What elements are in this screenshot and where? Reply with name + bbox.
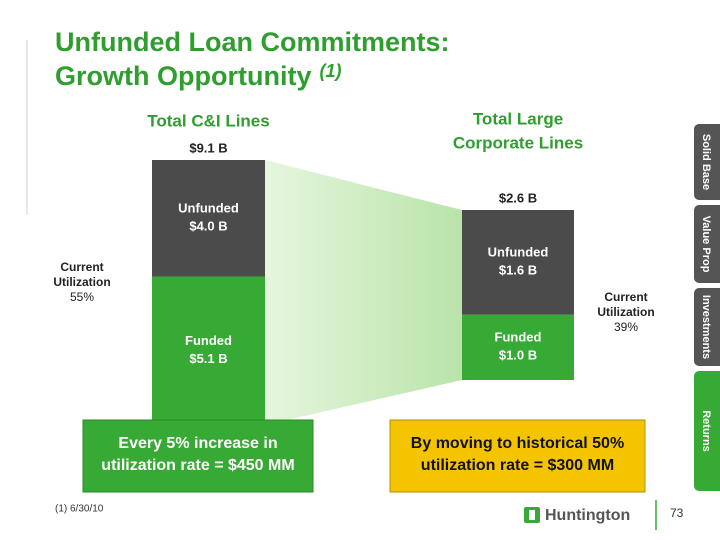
segment-name: Funded <box>185 333 232 348</box>
callout-box <box>389 419 646 493</box>
callout-text: utilization rate = $300 MM <box>421 457 614 474</box>
annotation: 55% <box>70 290 94 304</box>
footnote: (1) 6/30/10 <box>55 504 104 515</box>
annotation: 39% <box>614 320 638 334</box>
chart-title: Total C&I Lines <box>147 111 269 130</box>
logo-icon-mark <box>529 510 535 520</box>
segment-name: Funded <box>495 330 542 345</box>
bar-segment <box>152 276 265 425</box>
logo: Huntington <box>524 507 630 524</box>
bridge <box>265 160 462 425</box>
bar-segment <box>462 210 574 315</box>
side-tab <box>694 205 720 283</box>
title-line: Unfunded Loan Commitments: <box>55 27 449 57</box>
data-label: $1.6 B <box>499 263 537 278</box>
title-note: (1) <box>319 61 341 81</box>
side-tab <box>694 288 720 366</box>
title-line: Growth Opportunity (1) <box>55 61 341 91</box>
side-tab-label: Investments <box>700 295 712 359</box>
segment-name: Unfunded <box>488 245 549 260</box>
data-label: $1.0 B <box>499 348 537 363</box>
chart-title: Total Large <box>473 109 563 128</box>
annotation: Utilization <box>597 305 654 319</box>
annotation: Current <box>60 260 103 274</box>
data-label: $5.1 B <box>189 351 227 366</box>
side-tab <box>694 124 720 200</box>
side-tab-label: Solid Base <box>700 134 712 190</box>
total-label: $9.1 B <box>189 140 227 155</box>
title-text: Growth Opportunity <box>55 61 311 91</box>
side-tab-label: Value Prop <box>700 216 712 273</box>
annotation: Utilization <box>53 275 110 289</box>
callout-text: Every 5% increase in <box>118 435 277 452</box>
callout-text: By moving to historical 50% <box>411 435 624 452</box>
page-number: 73 <box>670 506 684 520</box>
data-label: $4.0 B <box>189 219 227 234</box>
segment-name: Unfunded <box>178 201 239 216</box>
callout-text: utilization rate = $450 MM <box>101 457 294 474</box>
side-tab-label: Returns <box>700 410 712 452</box>
side-tab <box>694 371 720 491</box>
total-label: $2.6 B <box>499 190 537 205</box>
logo-text: Huntington <box>545 507 630 524</box>
chart-title: Corporate Lines <box>453 133 583 152</box>
bar-segment <box>152 160 265 277</box>
annotation: Current <box>604 290 647 304</box>
callout-box <box>82 419 314 493</box>
bar-segment <box>462 314 574 380</box>
